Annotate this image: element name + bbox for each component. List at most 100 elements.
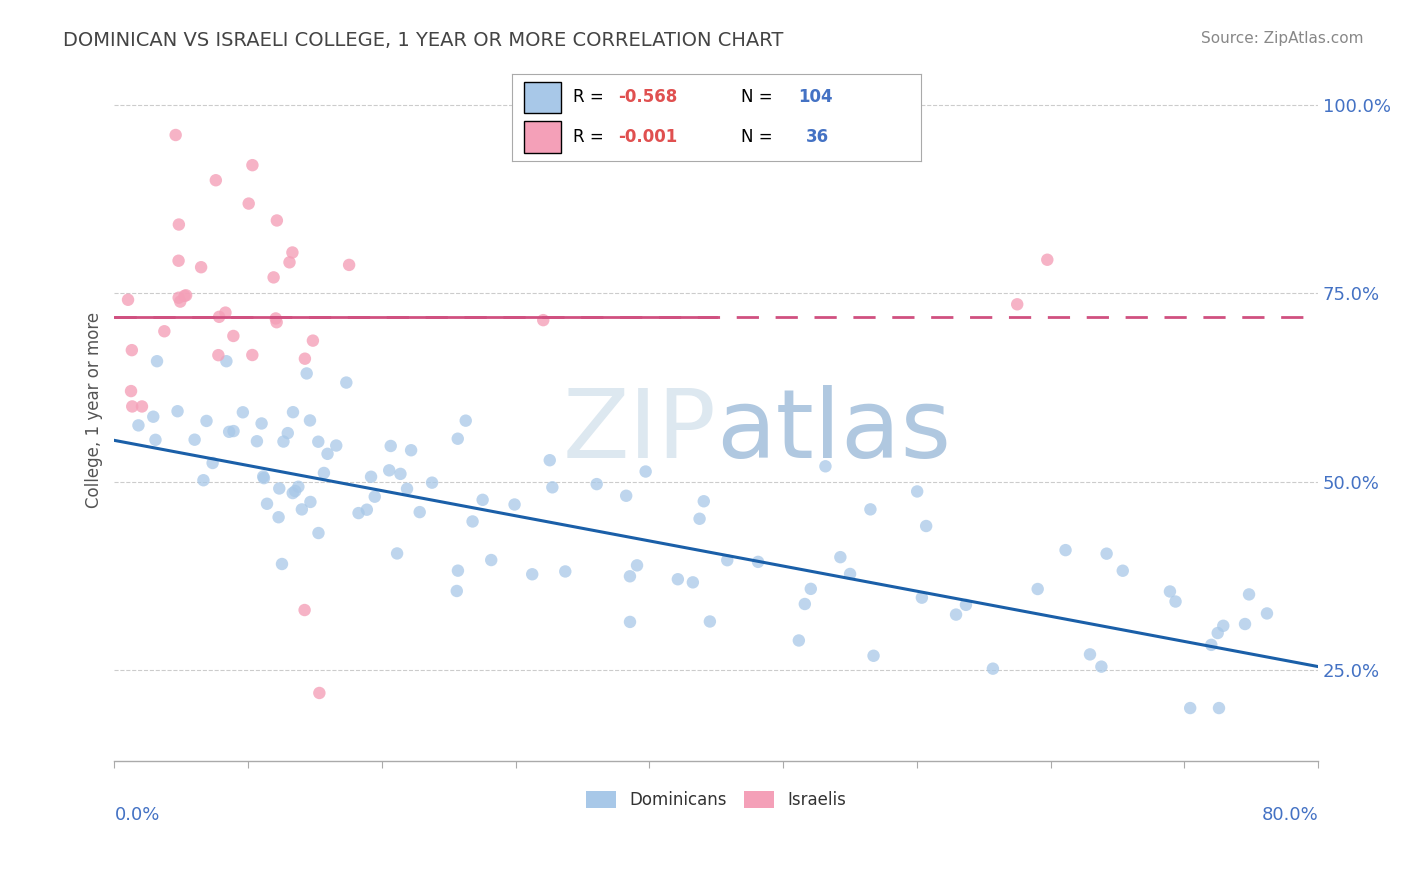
Point	[298, 413, 321, 427]
Point	[281, 245, 304, 260]
Point	[246, 434, 269, 449]
Text: 80.0%: 80.0%	[1261, 806, 1319, 824]
Point	[1036, 252, 1059, 267]
Point	[531, 313, 554, 327]
Point	[1159, 584, 1181, 599]
Point	[240, 348, 263, 362]
Point	[614, 489, 637, 503]
Point	[716, 553, 738, 567]
Point	[201, 456, 224, 470]
Point	[299, 495, 322, 509]
Point	[250, 417, 273, 431]
Point	[308, 526, 330, 541]
Point	[281, 405, 304, 419]
Text: atlas: atlas	[716, 384, 952, 478]
Point	[267, 510, 290, 524]
Point	[360, 469, 382, 483]
Point	[117, 293, 139, 307]
Point	[447, 432, 470, 446]
Point	[634, 465, 657, 479]
Point	[167, 218, 190, 232]
Point	[666, 572, 689, 586]
Point	[121, 400, 143, 414]
Point	[389, 467, 412, 481]
Point	[273, 434, 295, 449]
Point	[193, 473, 215, 487]
Point	[454, 414, 477, 428]
Point	[1208, 701, 1230, 715]
Point	[447, 564, 470, 578]
Point	[308, 686, 330, 700]
Point	[945, 607, 967, 622]
Point	[252, 469, 274, 483]
Point	[287, 480, 309, 494]
Y-axis label: College, 1 year or more: College, 1 year or more	[86, 312, 103, 508]
Point	[205, 173, 228, 187]
Point	[121, 343, 143, 358]
Legend: Dominicans, Israelis: Dominicans, Israelis	[579, 784, 853, 815]
Point	[538, 453, 561, 467]
Point	[522, 567, 544, 582]
Text: DOMINICAN VS ISRAELI COLLEGE, 1 YEAR OR MORE CORRELATION CHART: DOMINICAN VS ISRAELI COLLEGE, 1 YEAR OR …	[63, 31, 783, 50]
Point	[471, 492, 494, 507]
Point	[1095, 547, 1118, 561]
Point	[1237, 587, 1260, 601]
Point	[335, 376, 357, 390]
Point	[380, 439, 402, 453]
Point	[1005, 297, 1028, 311]
Point	[131, 400, 153, 414]
Point	[269, 482, 291, 496]
Point	[479, 553, 502, 567]
Point	[207, 348, 229, 362]
Point	[619, 569, 641, 583]
Point	[1212, 619, 1234, 633]
Point	[222, 329, 245, 343]
Point	[271, 557, 294, 571]
Text: Source: ZipAtlas.com: Source: ZipAtlas.com	[1201, 31, 1364, 46]
Point	[1164, 594, 1187, 608]
Point	[278, 255, 301, 269]
Point	[747, 555, 769, 569]
Point	[142, 409, 165, 424]
Point	[862, 648, 884, 663]
Point	[619, 615, 641, 629]
Point	[173, 289, 195, 303]
Point	[174, 288, 197, 302]
Point	[195, 414, 218, 428]
Point	[830, 550, 852, 565]
Point	[839, 566, 862, 581]
Point	[356, 502, 378, 516]
Point	[1180, 701, 1202, 715]
Point	[395, 482, 418, 496]
Point	[1078, 648, 1101, 662]
Point	[905, 484, 928, 499]
Point	[302, 334, 325, 348]
Point	[312, 466, 335, 480]
Point	[146, 354, 169, 368]
Point	[325, 438, 347, 452]
Point	[1256, 607, 1278, 621]
Point	[1201, 638, 1223, 652]
Text: ZIP: ZIP	[562, 384, 716, 478]
Point	[337, 258, 360, 272]
Point	[266, 315, 288, 329]
Point	[503, 498, 526, 512]
Point	[284, 483, 307, 498]
Point	[1090, 659, 1112, 673]
Point	[242, 158, 264, 172]
Point	[127, 418, 149, 433]
Point	[955, 598, 977, 612]
Point	[214, 305, 236, 319]
Point	[295, 367, 318, 381]
Point	[1234, 617, 1257, 632]
Point	[222, 424, 245, 438]
Point	[915, 519, 938, 533]
Point	[554, 565, 576, 579]
Point	[167, 291, 190, 305]
Point	[208, 310, 231, 324]
Point	[793, 597, 815, 611]
Point	[800, 582, 823, 596]
Point	[699, 615, 721, 629]
Point	[266, 213, 288, 227]
Point	[682, 575, 704, 590]
